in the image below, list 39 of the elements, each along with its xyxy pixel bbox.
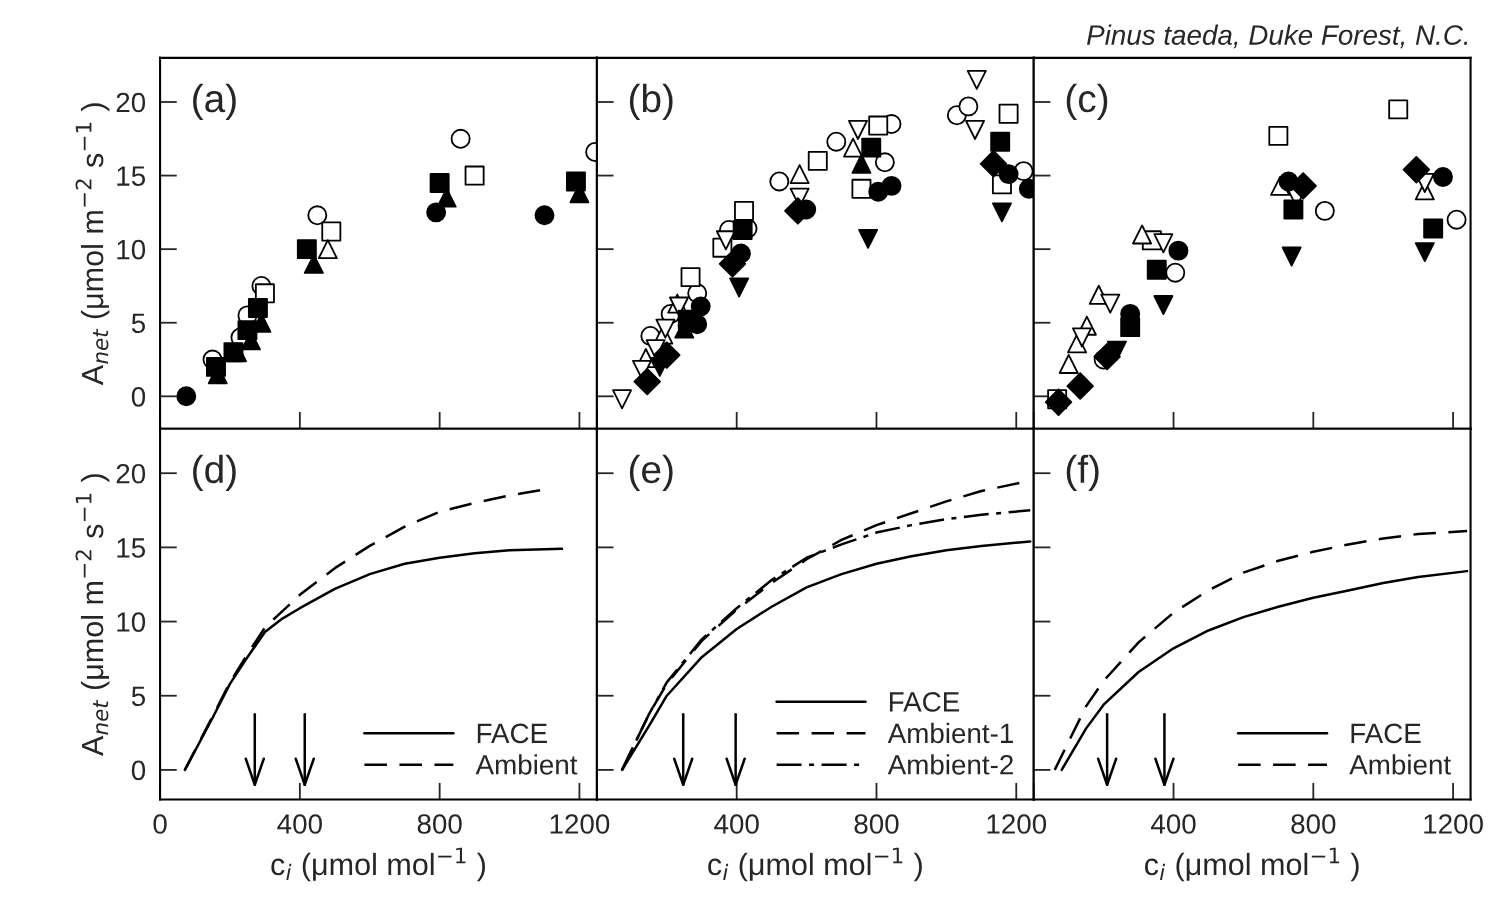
x-tick-label: 800 (1291, 814, 1336, 834)
y-tick-label: 10 (117, 612, 146, 632)
x-tick-label: 400 (1150, 814, 1196, 834)
text: (a) (193, 83, 236, 121)
legend-label: Ambient-1 (887, 722, 1013, 744)
x-tick-label: 1200 (550, 814, 610, 834)
x-tick-label: 400 (714, 814, 759, 834)
y-tick-label: 20 (116, 463, 146, 484)
x-tick-label: 800 (417, 814, 462, 834)
y-axis-title: A$_{net}$ (μmol m$^{−2}$ s$^{−1}$ ) (75, 103, 110, 386)
y-tick-label: 5 (131, 686, 146, 707)
y-axis-title: A$_{net}$ (μmol m$^{−2}$ s$^{−1}$ ) (75, 474, 110, 757)
text: (c) (1066, 83, 1108, 121)
y-tick-label: 15 (117, 166, 146, 186)
x-axis-title: c$_{i}$ (μmol mol$^{−1}$ ) (708, 847, 922, 882)
text: (d) (193, 454, 236, 491)
x-tick-label: 400 (277, 814, 322, 834)
y-tick-label: 15 (117, 538, 146, 558)
legend-label: FACE (1351, 723, 1421, 744)
legend-label: FACE (477, 723, 547, 744)
x-axis-title: c$_{i}$ (μmol mol$^{−1}$ ) (271, 847, 486, 882)
y-tick-label: 0 (131, 387, 146, 407)
x-axis-title: c$_{i}$ (μmol mol$^{−1}$ ) (1144, 847, 1359, 882)
legend-label: Ambient (1349, 754, 1451, 775)
legend-label: Ambient (475, 754, 578, 775)
x-tick-label: 800 (854, 814, 899, 834)
y-tick-label: 0 (131, 760, 146, 781)
y-tick-label: 20 (116, 92, 146, 113)
x-tick-label: 1200 (987, 814, 1047, 834)
text: (f) (1066, 454, 1099, 491)
y-tick-label: 10 (117, 239, 146, 260)
x-tick-label: 0 (153, 814, 167, 834)
legend-label: FACE (889, 692, 960, 712)
y-tick-label: 5 (131, 313, 146, 334)
x-tick-label: 1200 (1424, 814, 1483, 834)
text: (e) (629, 454, 673, 491)
legend-label: Ambient-2 (887, 754, 1013, 775)
text: (b) (629, 83, 673, 121)
text: Pinus taeda, Duke Forest, N.C. (1087, 24, 1468, 49)
